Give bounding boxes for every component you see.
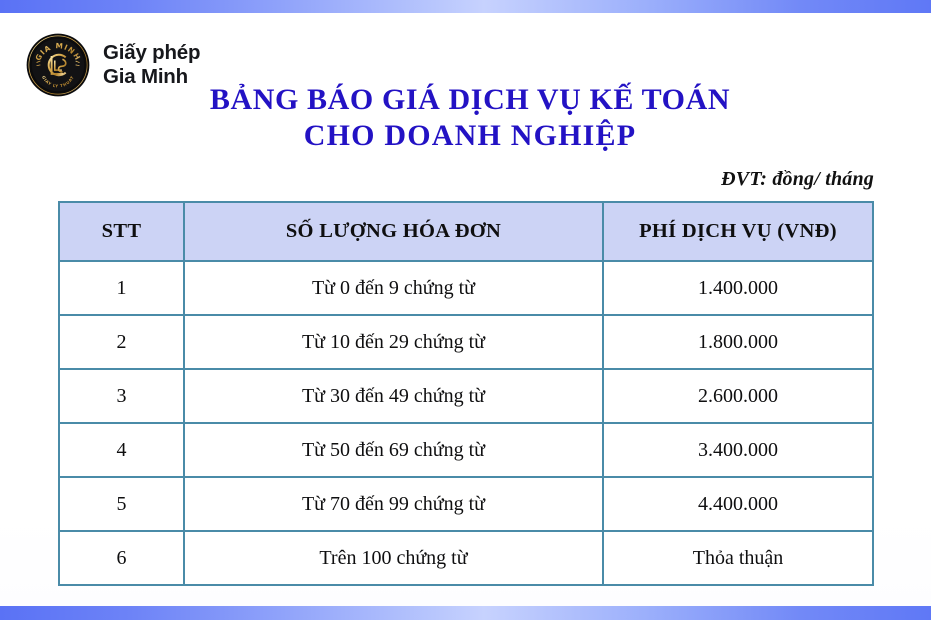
document-title-block: BẢNG BÁO GIÁ DỊCH VỤ KẾ TOÁN CHO DOANH N… (190, 82, 750, 154)
table-header-row: STT SỐ LƯỢNG HÓA ĐƠN PHÍ DỊCH VỤ (VNĐ) (58, 201, 874, 262)
cell-price: 2.600.000 (602, 368, 874, 424)
page-title-line2: CHO DOANH NGHIỆP (303, 119, 637, 152)
cell-stt: 1 (58, 260, 185, 316)
cell-price: 4.400.000 (602, 476, 874, 532)
cell-quantity: Từ 30 đến 49 chứng từ (183, 368, 604, 424)
price-table: STT SỐ LƯỢNG HÓA ĐƠN PHÍ DỊCH VỤ (VNĐ) 1… (58, 201, 874, 586)
table-row: 5 Từ 70 đến 99 chứng từ 4.400.000 (58, 476, 874, 532)
cell-quantity: Từ 10 đến 29 chứng từ (183, 314, 604, 370)
column-header-price: PHÍ DỊCH VỤ (VNĐ) (602, 201, 874, 262)
cell-price: Thỏa thuận (602, 530, 874, 586)
cell-quantity: Từ 50 đến 69 chứng từ (183, 422, 604, 478)
top-decorative-bar (0, 0, 931, 13)
price-table-body: 1 Từ 0 đến 9 chứng từ 1.400.000 2 Từ 10 … (58, 260, 874, 586)
gia-minh-logo-icon: GIA MINH GIAY LY THUAT (26, 33, 90, 97)
bottom-decorative-bar (0, 606, 931, 620)
table-row: 2 Từ 10 đến 29 chứng từ 1.800.000 (58, 314, 874, 370)
unit-note: ĐVT: đồng/ tháng (721, 168, 874, 190)
table-row: 1 Từ 0 đến 9 chứng từ 1.400.000 (58, 260, 874, 316)
cell-price: 1.800.000 (602, 314, 874, 370)
brand-name: Giấy phép Gia Minh (103, 41, 201, 89)
cell-stt: 2 (58, 314, 185, 370)
cell-stt: 6 (58, 530, 185, 586)
column-header-stt: STT (58, 201, 185, 262)
price-table-head: STT SỐ LƯỢNG HÓA ĐƠN PHÍ DỊCH VỤ (VNĐ) (58, 201, 874, 262)
brand-block: GIA MINH GIAY LY THUAT Giấy phép Gia Min… (26, 33, 201, 97)
brand-name-line1: Giấy phép (103, 41, 201, 64)
cell-quantity: Từ 0 đến 9 chứng từ (183, 260, 604, 316)
cell-quantity: Từ 70 đến 99 chứng từ (183, 476, 604, 532)
table-row: 6 Trên 100 chứng từ Thỏa thuận (58, 530, 874, 586)
table-row: 3 Từ 30 đến 49 chứng từ 2.600.000 (58, 368, 874, 424)
cell-stt: 4 (58, 422, 185, 478)
column-header-quantity: SỐ LƯỢNG HÓA ĐƠN (183, 201, 604, 262)
cell-stt: 3 (58, 368, 185, 424)
brand-name-line2: Gia Minh (103, 65, 188, 88)
cell-stt: 5 (58, 476, 185, 532)
cell-quantity: Trên 100 chứng từ (183, 530, 604, 586)
cell-price: 1.400.000 (602, 260, 874, 316)
table-row: 4 Từ 50 đến 69 chứng từ 3.400.000 (58, 422, 874, 478)
page-title-line1: BẢNG BÁO GIÁ DỊCH VỤ KẾ TOÁN (209, 83, 731, 116)
cell-price: 3.400.000 (602, 422, 874, 478)
